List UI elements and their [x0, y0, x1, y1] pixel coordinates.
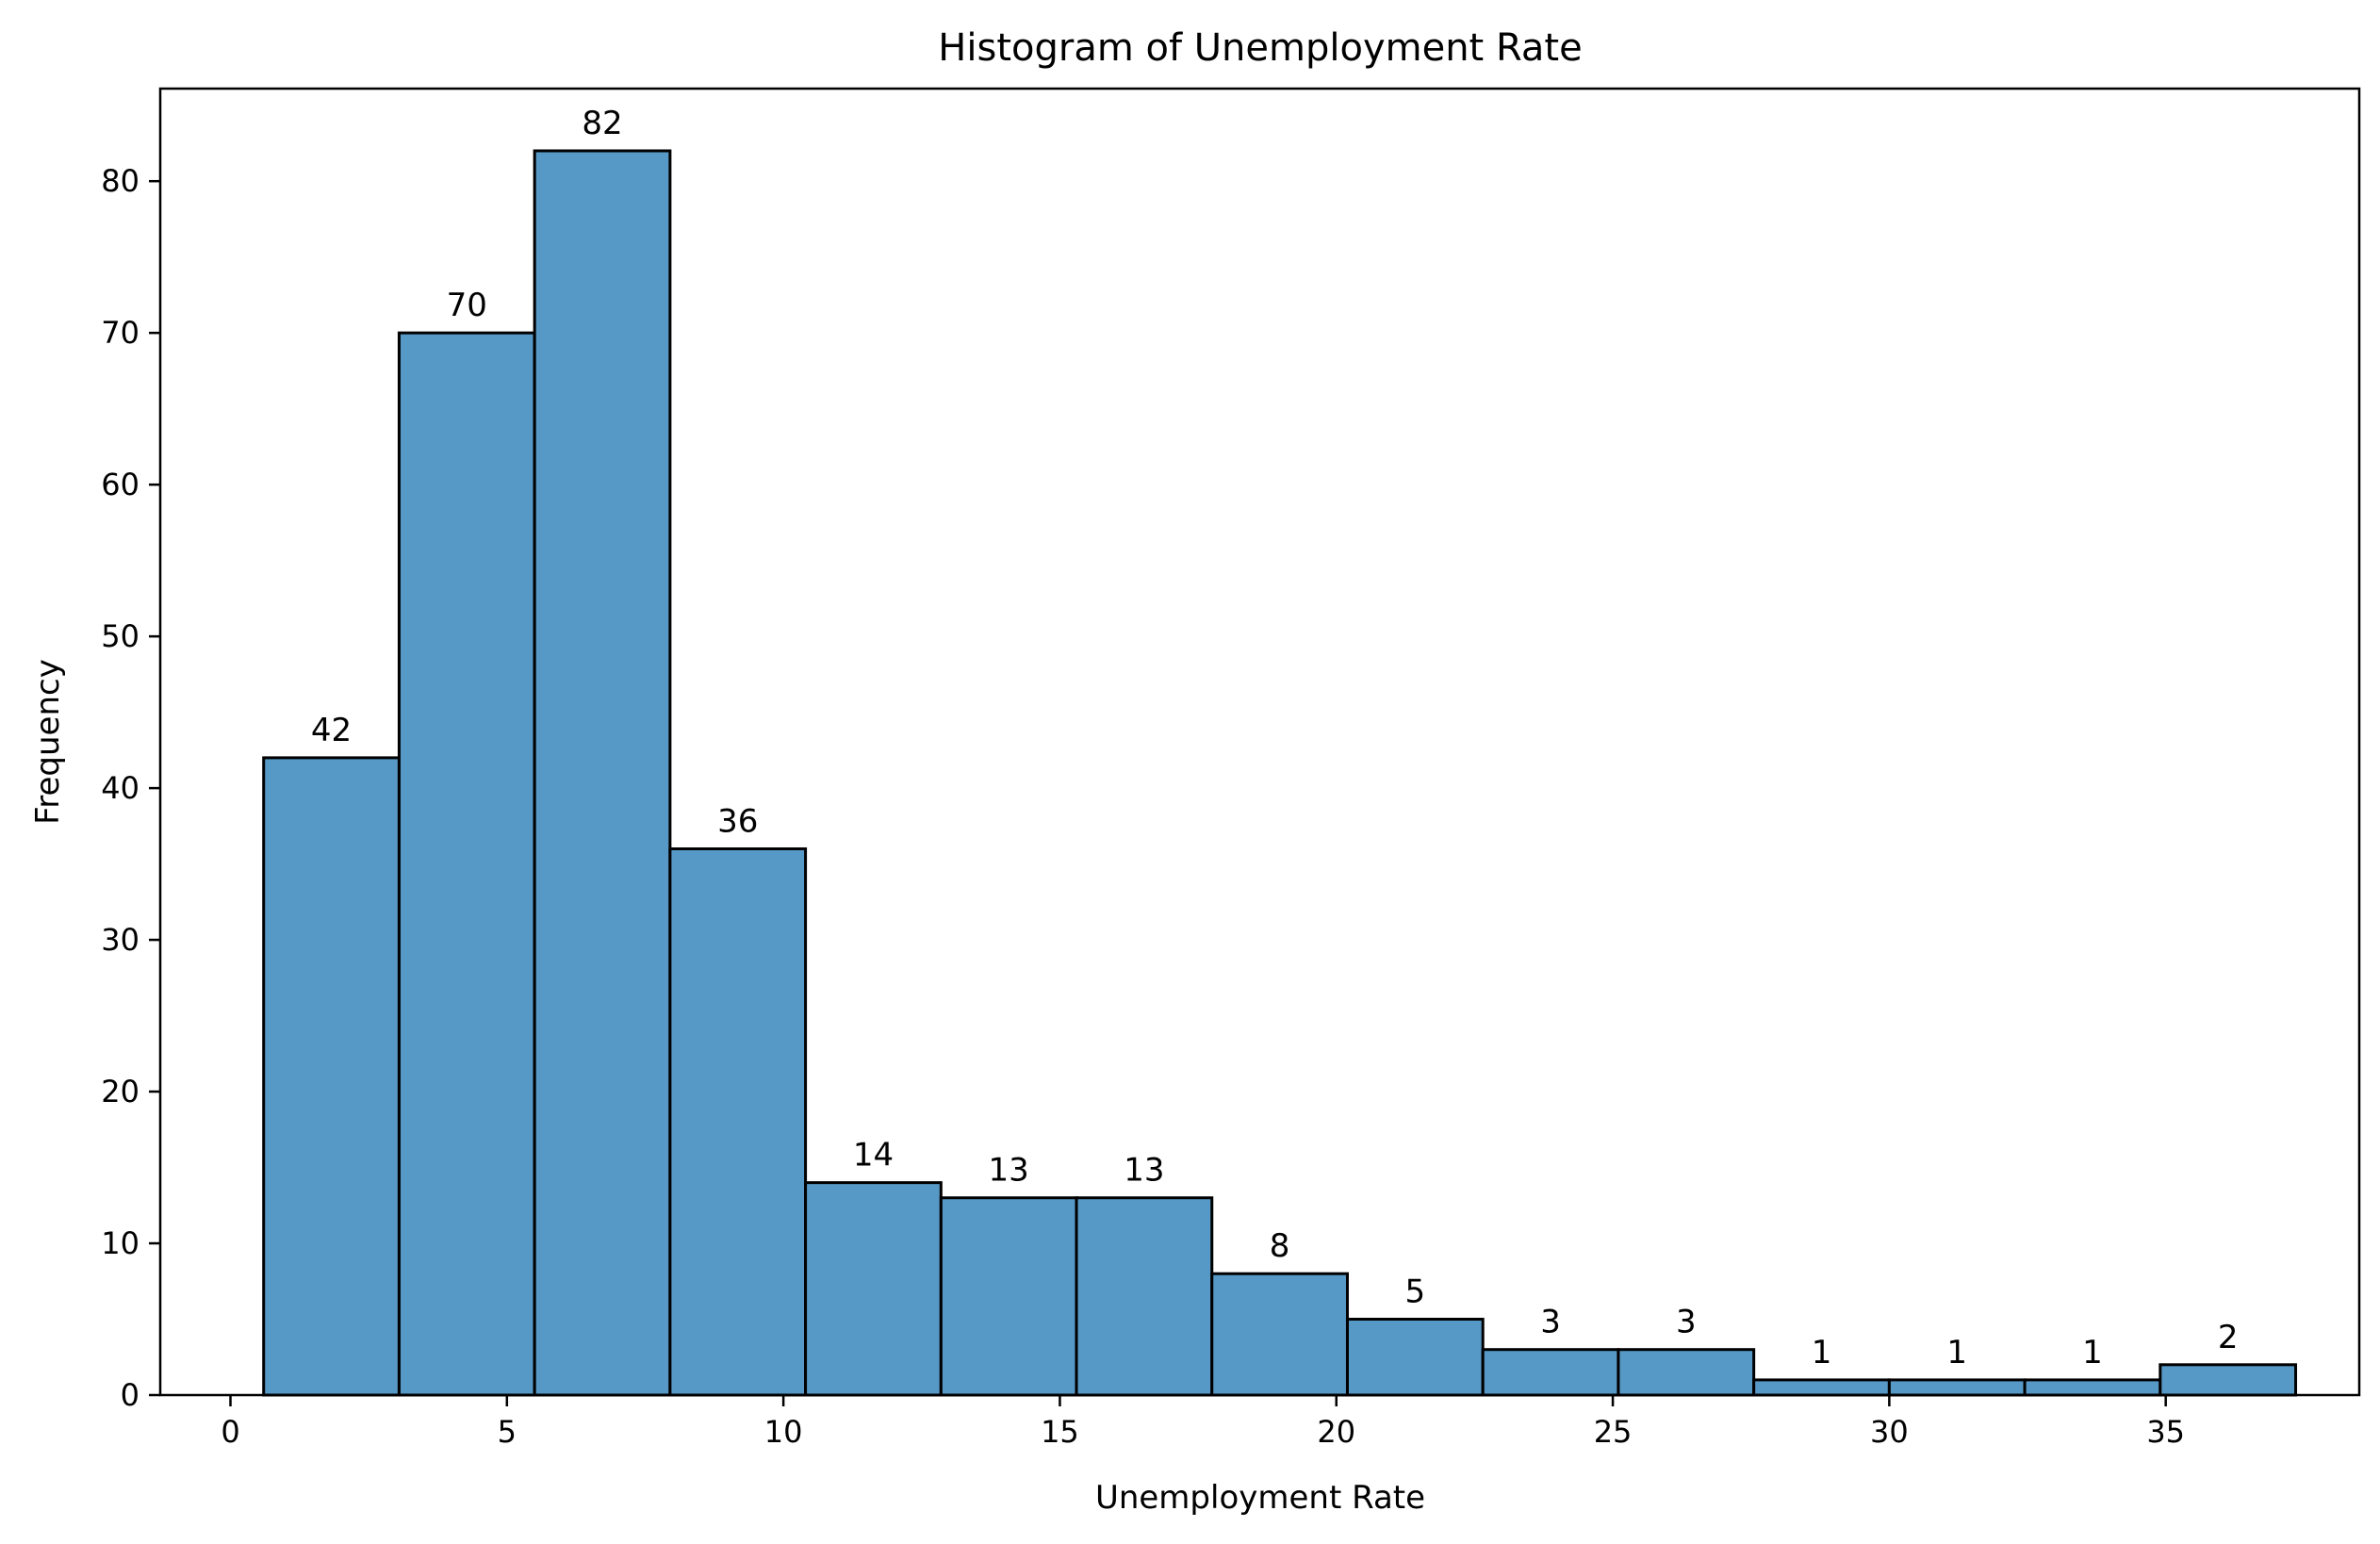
y-axis-label: Frequency — [29, 659, 67, 825]
y-axis: 0 10 20 30 40 50 60 70 80 — [101, 163, 160, 1413]
histogram-bar — [1481, 1348, 1620, 1397]
bar-labels-group: 42 70 82 36 14 13 13 8 5 3 3 1 1 1 2 — [311, 105, 2239, 1372]
x-tick-label: 35 — [2146, 1414, 2185, 1450]
plot-frame — [158, 87, 2361, 1397]
bar-value-label: 3 — [1676, 1304, 1697, 1341]
histogram-bar — [2023, 1378, 2162, 1397]
y-tick-label: 40 — [101, 770, 140, 806]
histogram-bar — [1617, 1348, 1756, 1397]
bar-value-label: 13 — [989, 1152, 1029, 1190]
histogram-bar — [1075, 1196, 1214, 1397]
bar-value-label: 82 — [582, 105, 622, 142]
x-tick-label: 15 — [1041, 1414, 1079, 1450]
bars-group — [262, 149, 2298, 1397]
x-tick-label: 30 — [1870, 1414, 1909, 1450]
y-tick-label: 70 — [101, 315, 140, 351]
x-tick-label: 0 — [221, 1414, 239, 1450]
y-tick-label: 60 — [101, 467, 140, 502]
histogram-bar — [668, 846, 808, 1397]
bar-value-label: 13 — [1124, 1152, 1164, 1190]
bar-value-label: 5 — [1405, 1273, 1426, 1311]
bar-value-label: 1 — [1812, 1334, 1832, 1372]
x-tick-label: 5 — [498, 1414, 517, 1450]
bar-value-label: 14 — [853, 1137, 894, 1174]
bar-value-label: 8 — [1270, 1227, 1290, 1265]
bar-value-label: 1 — [1946, 1334, 1967, 1372]
bar-value-label: 42 — [311, 712, 352, 749]
bar-value-label: 3 — [1540, 1304, 1561, 1341]
y-tick-label: 10 — [101, 1225, 140, 1261]
histogram-bar — [1887, 1378, 2027, 1397]
histogram-bar — [2158, 1363, 2298, 1397]
y-tick-label: 20 — [101, 1074, 140, 1109]
histogram-bar — [1210, 1272, 1349, 1397]
x-tick-label: 20 — [1317, 1414, 1355, 1450]
histogram-bar — [397, 331, 536, 1397]
x-tick-label: 25 — [1594, 1414, 1633, 1450]
histogram-bar — [939, 1196, 1078, 1397]
y-tick-label: 30 — [101, 922, 140, 958]
bar-value-label: 1 — [2082, 1334, 2103, 1372]
x-tick-label: 10 — [764, 1414, 803, 1450]
histogram-bar — [1345, 1318, 1485, 1397]
y-tick-label: 80 — [101, 163, 140, 199]
x-axis: 0 5 10 15 20 25 30 35 — [221, 1395, 2185, 1450]
bar-value-label: 36 — [717, 802, 758, 840]
x-axis-label: Unemployment Rate — [1095, 1479, 1425, 1517]
histogram-bar — [804, 1181, 943, 1397]
bar-value-label: 2 — [2218, 1319, 2239, 1356]
histogram-bar — [1752, 1378, 1891, 1397]
histogram-bar — [262, 756, 401, 1397]
bar-value-label: 70 — [447, 287, 487, 324]
y-tick-label: 50 — [101, 618, 140, 654]
chart-title: Histogram of Unemployment Rate — [938, 26, 1582, 70]
y-tick-label: 0 — [121, 1377, 140, 1413]
histogram-bar — [533, 149, 672, 1397]
